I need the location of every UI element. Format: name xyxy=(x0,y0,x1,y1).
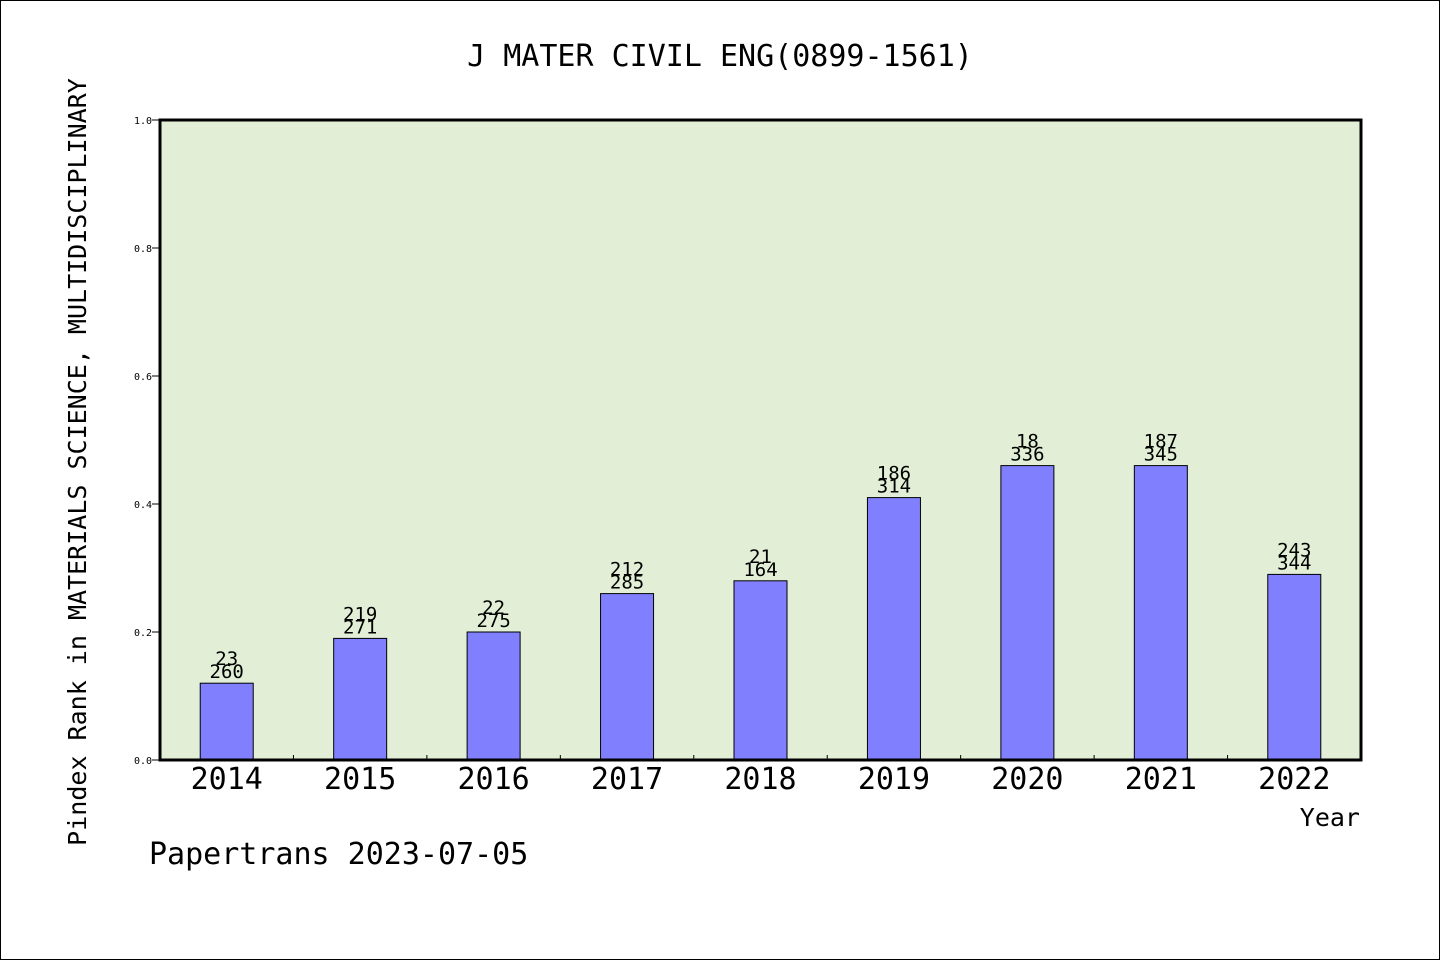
x-tick-label: 2015 xyxy=(324,762,396,797)
x-tick-label: 2017 xyxy=(591,762,663,797)
x-tick-label: 2016 xyxy=(457,762,529,797)
x-axis-ticks: 2014 2015 2016 2017 2018 2019 2020 2021 2022 xyxy=(191,755,1330,797)
bar-label-top: 187 xyxy=(1144,431,1178,453)
y-tick-label: 0.6 xyxy=(134,372,152,383)
chart-title: J MATER CIVIL ENG(0899-1561) xyxy=(467,39,973,74)
bar xyxy=(733,580,788,761)
bar-label-top: 243 xyxy=(1277,539,1311,561)
bar xyxy=(466,631,521,761)
y-axis-ticks: 0.0 0.2 0.4 0.6 0.8 1.0 xyxy=(134,116,160,767)
bar xyxy=(600,593,655,761)
x-tick-label: 2021 xyxy=(1125,762,1197,797)
x-tick-label: 2018 xyxy=(724,762,796,797)
y-tick-label: 0.8 xyxy=(134,244,152,255)
y-tick-label: 0.0 xyxy=(134,756,152,767)
footer-credit: Papertrans 2023-07-05 xyxy=(149,837,528,872)
bar-label-bottom: 164 xyxy=(743,559,777,581)
bar-label-bottom: 260 xyxy=(210,661,244,683)
bar-label-top: 18 xyxy=(1016,431,1039,453)
bar-label-top: 23 xyxy=(215,648,238,670)
bar-label-bottom: 336 xyxy=(1010,444,1044,466)
bar xyxy=(1000,465,1055,761)
bar-label-top: 212 xyxy=(610,559,644,581)
bar xyxy=(866,497,921,761)
y-tick-label: 0.2 xyxy=(134,628,152,639)
x-axis-label: Year xyxy=(1300,803,1360,832)
bar xyxy=(1267,573,1322,761)
bar-label-bottom: 344 xyxy=(1277,552,1311,574)
bar xyxy=(199,682,254,761)
bar xyxy=(333,637,388,761)
y-tick-label: 1.0 xyxy=(134,116,152,127)
bar-label-top: 22 xyxy=(482,597,505,619)
bar-label-bottom: 314 xyxy=(877,476,911,498)
x-tick-label: 2020 xyxy=(991,762,1063,797)
bar-label-bottom: 345 xyxy=(1144,444,1178,466)
bars xyxy=(199,465,1322,761)
y-tick-label: 0.4 xyxy=(134,500,152,511)
bar-label-top: 186 xyxy=(877,463,911,485)
bar-label-top: 21 xyxy=(749,546,772,568)
bar-label-bottom: 275 xyxy=(476,610,510,632)
bar-label-bottom: 285 xyxy=(610,572,644,594)
x-tick-label: 2019 xyxy=(858,762,930,797)
bar xyxy=(1133,465,1188,761)
bar-label-top: 219 xyxy=(343,603,377,625)
bar-label-bottom: 271 xyxy=(343,616,377,638)
x-tick-label: 2014 xyxy=(191,762,263,797)
y-axis-label: Pindex Rank in MATERIALS SCIENCE, MULTID… xyxy=(63,78,92,846)
x-tick-label: 2022 xyxy=(1258,762,1330,797)
plot-border xyxy=(158,118,1363,762)
